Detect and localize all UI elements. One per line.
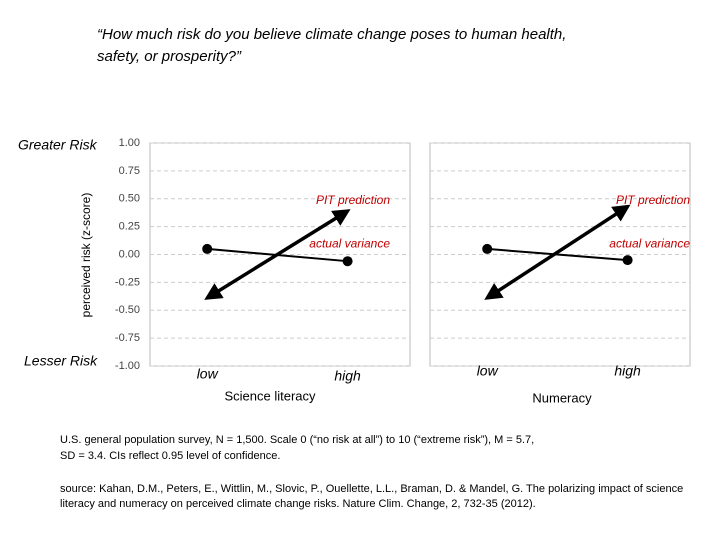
title-line: “How much risk do you believe climate ch… [97, 26, 566, 43]
y-tick-label: -0.25 [115, 276, 140, 288]
note: source: Kahan, D.M., Peters, E., Wittlin… [60, 483, 683, 495]
x-axis-label: Numeracy [532, 390, 592, 405]
x-tick-label: high [334, 368, 361, 384]
y-tick-label: -1.00 [115, 360, 140, 372]
y-tick-label: -0.50 [115, 304, 140, 316]
y-tick-label: 0.25 [119, 221, 140, 233]
point [482, 243, 493, 254]
series-line [207, 247, 348, 263]
note: U.S. general population survey, N = 1,50… [60, 434, 534, 446]
series-label: PIT prediction [316, 193, 390, 207]
x-tick-label: low [477, 363, 499, 379]
x-axis-label: Science literacy [224, 388, 316, 403]
y-tick-label: 1.00 [119, 137, 140, 149]
series-line [484, 204, 631, 300]
series-line [487, 247, 628, 262]
note: SD = 3.4. CIs reflect 0.95 level of conf… [60, 450, 280, 462]
y-tick-label: 0.75 [119, 165, 140, 177]
point [342, 256, 353, 267]
series-label: PIT prediction [616, 193, 690, 207]
series-label: actual variance [609, 237, 690, 251]
y-tick-label: 0.00 [119, 248, 140, 260]
point [202, 243, 213, 254]
y-axis-label: perceived risk (z-score) [79, 193, 93, 318]
note: literacy and numeracy on perceived clima… [60, 498, 536, 510]
y-tick-label: -0.75 [115, 332, 140, 344]
x-tick-label: low [197, 366, 219, 382]
y-bottom-label: Lesser Risk [24, 353, 98, 369]
point [622, 255, 633, 266]
title-line: safety, or prosperity?” [97, 48, 242, 65]
x-tick-label: high [614, 363, 641, 379]
y-tick-label: 0.50 [119, 193, 140, 205]
y-top-label: Greater Risk [18, 137, 98, 153]
series-label: actual variance [309, 237, 390, 251]
